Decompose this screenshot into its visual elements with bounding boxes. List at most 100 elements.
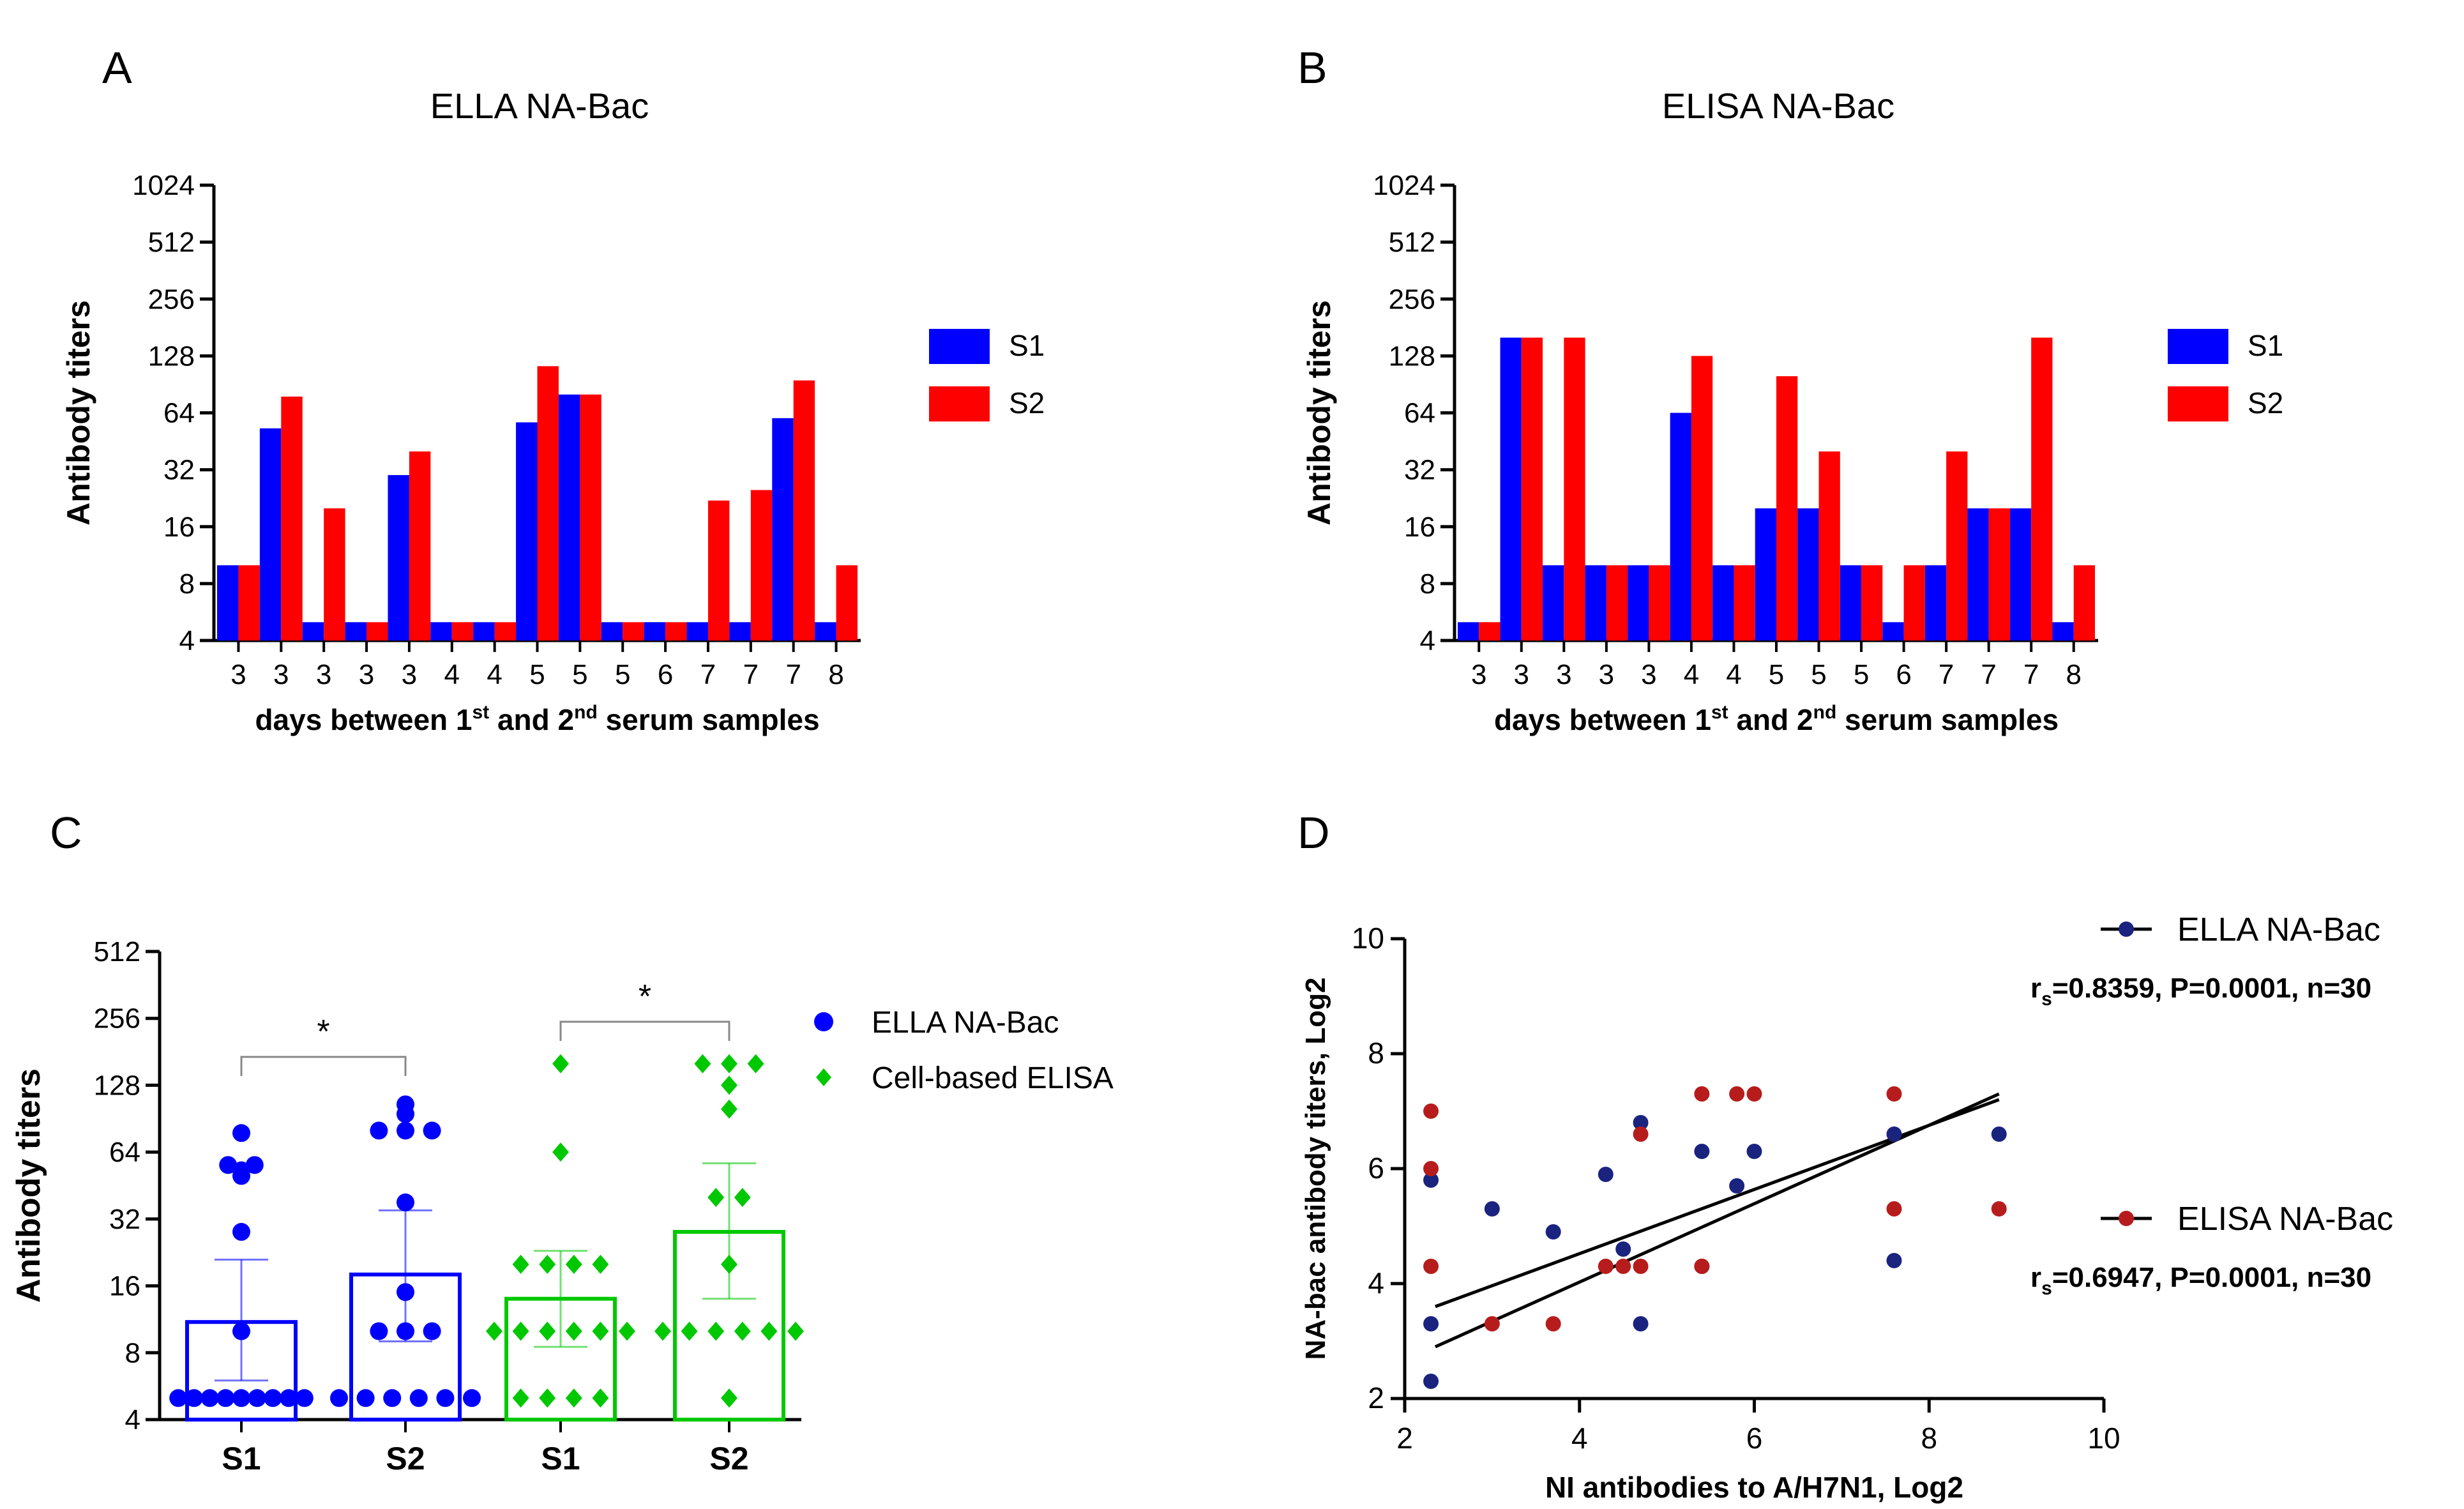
data-point xyxy=(512,1321,529,1341)
data-point-series-0 xyxy=(1615,1241,1631,1257)
y-tick-label: 1024 xyxy=(1373,170,1435,201)
x-tick-label: 5 xyxy=(1769,659,1784,690)
legend-marker-1 xyxy=(2119,1211,2134,1226)
y-tick-label: 64 xyxy=(1404,398,1435,429)
y-tick-label: 16 xyxy=(1404,512,1435,543)
data-point xyxy=(512,1388,529,1408)
x-axis-label-part: serum samples xyxy=(598,703,820,736)
data-point-series-1 xyxy=(1694,1259,1710,1274)
x-tick-label: 3 xyxy=(359,659,374,690)
x-tick-label: 6 xyxy=(1896,659,1911,690)
bar-s2-7 xyxy=(537,366,559,641)
data-point-series-1 xyxy=(1746,1086,1762,1102)
bar-s2-2 xyxy=(1564,337,1585,641)
data-point xyxy=(169,1389,188,1407)
bar-s1-1 xyxy=(1500,337,1522,641)
x-tick-label: 3 xyxy=(273,659,289,690)
legend-stat-part: =0.6947, P=0.0001, n=30 xyxy=(2052,1262,2371,1293)
data-point xyxy=(539,1254,556,1274)
data-point xyxy=(219,1156,238,1174)
data-point xyxy=(694,1054,711,1073)
data-point-series-0 xyxy=(1633,1115,1649,1130)
bar-s2-12 xyxy=(1988,508,2010,641)
data-point-series-1 xyxy=(1729,1086,1745,1102)
y-tick-label: 10 xyxy=(1352,921,1384,955)
bar-s1-7 xyxy=(516,422,538,641)
bar-s1-5 xyxy=(430,622,452,641)
y-tick-label: 16 xyxy=(109,1271,140,1302)
data-point-series-1 xyxy=(1633,1259,1649,1274)
data-point xyxy=(707,1188,725,1208)
legend-swatch-s2 xyxy=(929,386,990,421)
legend-stat-part: s xyxy=(2041,1278,2052,1299)
data-point xyxy=(654,1321,671,1341)
y-axis-label: Antibody titers xyxy=(61,300,96,526)
x-tick-label: 7 xyxy=(700,659,716,690)
data-point-series-0 xyxy=(1633,1316,1649,1331)
legend-marker-circle xyxy=(814,1012,833,1031)
x-axis-label-part: serum samples xyxy=(1836,703,2059,736)
y-tick-label: 512 xyxy=(94,936,140,967)
bar-s1-10 xyxy=(644,622,666,641)
data-point-series-1 xyxy=(1886,1201,1902,1217)
x-tick-label: S2 xyxy=(386,1441,425,1476)
data-point xyxy=(681,1321,698,1341)
significance-bracket-0 xyxy=(240,1056,407,1076)
legend-swatch-s2 xyxy=(2168,386,2228,421)
x-tick-label: S1 xyxy=(541,1441,580,1476)
panel-a-chart: ELLA NA-Bac481632641282565121024Antibody… xyxy=(61,86,1045,736)
y-tick-label: 4 xyxy=(125,1404,140,1436)
bar-s2-2 xyxy=(324,508,345,641)
bar-s2-0 xyxy=(1479,622,1500,641)
data-point xyxy=(232,1322,250,1340)
x-tick-label: 8 xyxy=(828,659,843,690)
bar-s1-9 xyxy=(1840,565,1862,641)
x-tick-label: 6 xyxy=(1746,1422,1763,1455)
bar-s1-12 xyxy=(729,622,751,641)
bar-s1-0 xyxy=(1458,622,1479,641)
y-tick-label: 512 xyxy=(148,227,195,258)
panel-b-chart: ELISA NA-Bac481632641282565121024Antibod… xyxy=(1301,86,2283,736)
data-point-series-0 xyxy=(1423,1316,1439,1331)
data-point-series-1 xyxy=(1545,1316,1561,1331)
x-tick-label: 5 xyxy=(615,659,630,690)
x-axis-label: days between 1st and 2nd serum samples xyxy=(255,702,819,736)
y-axis-label: NA-bac antibody titers, Log2 xyxy=(1300,978,1331,1360)
data-point xyxy=(565,1388,582,1408)
data-point xyxy=(436,1389,455,1407)
data-point xyxy=(539,1388,556,1408)
x-tick-label: 5 xyxy=(572,659,587,690)
data-point xyxy=(232,1223,250,1241)
data-point xyxy=(486,1321,503,1341)
bar-s1-14 xyxy=(815,622,836,641)
data-point xyxy=(552,1142,569,1162)
panel-letter-d: D xyxy=(1297,808,1330,858)
x-axis-label-part: days between 1 xyxy=(1494,703,1711,736)
bar-s1-3 xyxy=(1585,565,1606,641)
panel-letter-c: C xyxy=(50,808,82,858)
data-point xyxy=(619,1321,635,1341)
y-tick-label: 256 xyxy=(1389,284,1435,315)
y-tick-label: 128 xyxy=(1389,340,1435,372)
legend-swatch-s1 xyxy=(929,329,990,364)
data-point xyxy=(370,1322,388,1340)
significance-star-0: * xyxy=(317,1013,329,1050)
x-tick-label: 4 xyxy=(444,659,460,690)
significance-star-1: * xyxy=(639,978,651,1015)
data-point xyxy=(721,1254,737,1274)
x-tick-label: 3 xyxy=(1599,659,1614,690)
data-point xyxy=(512,1254,529,1274)
data-point xyxy=(423,1322,441,1340)
bar-s2-6 xyxy=(494,622,517,641)
x-tick-label: 5 xyxy=(1854,659,1869,690)
data-point xyxy=(397,1193,414,1211)
bar-s1-9 xyxy=(601,622,623,641)
data-point xyxy=(721,1388,737,1408)
x-axis-label: days between 1st and 2nd serum samples xyxy=(1494,702,2059,736)
data-point-series-1 xyxy=(1423,1103,1439,1119)
x-tick-label: 4 xyxy=(1684,659,1699,690)
x-axis-label-part: nd xyxy=(1813,702,1837,723)
y-tick-label: 4 xyxy=(1420,625,1435,656)
regression-line-0 xyxy=(1435,1098,2000,1308)
bar-s1-3 xyxy=(345,622,367,641)
